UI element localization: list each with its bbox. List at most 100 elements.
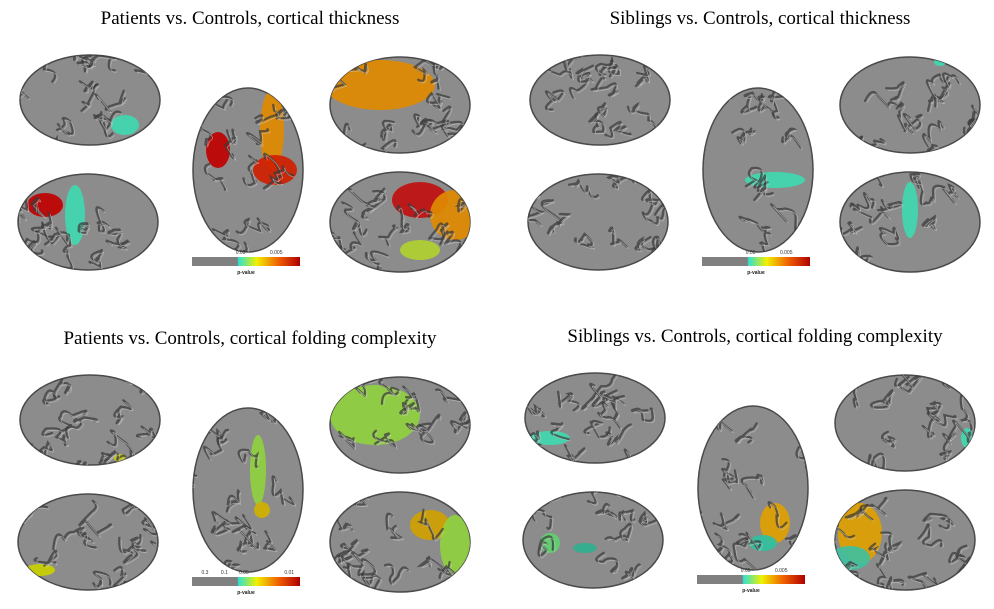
gyrus-highlight — [597, 554, 620, 575]
gyrus-highlight — [44, 429, 70, 448]
sulcus — [428, 222, 449, 241]
brain — [527, 173, 669, 271]
gyrus-highlight — [770, 91, 787, 121]
sulcus — [744, 166, 769, 189]
gyrus-highlight — [98, 208, 112, 234]
gyrus-highlight — [929, 146, 946, 153]
gyrus-highlight — [18, 204, 28, 223]
gyrus-highlight — [103, 452, 129, 465]
gyrus-highlight — [152, 535, 158, 553]
gyrus-highlight — [835, 580, 846, 590]
gyrus-highlight — [245, 157, 260, 188]
brain-detail — [18, 185, 153, 270]
gyrus-highlight — [602, 393, 626, 411]
gyrus-highlight — [36, 552, 59, 568]
gyrus-highlight — [741, 218, 772, 234]
highlight-region — [330, 60, 435, 110]
sulcus — [753, 174, 774, 202]
gyrus-highlight — [723, 460, 736, 482]
gyrus-highlight — [339, 172, 360, 186]
sulcus — [235, 217, 270, 235]
highlight-region — [25, 564, 55, 576]
gyrus-highlight — [423, 271, 451, 272]
gyrus-highlight — [238, 220, 272, 236]
gyrus-highlight — [135, 261, 153, 270]
gyrus-highlight — [737, 425, 760, 445]
gyrus-highlight — [217, 562, 241, 572]
gyrus-highlight — [340, 433, 357, 451]
gyrus-highlight — [297, 88, 303, 112]
brain — [17, 493, 159, 591]
gyrus-highlight — [559, 393, 581, 413]
brain-surface — [834, 374, 976, 472]
sulcus — [132, 258, 152, 270]
gyrus-highlight — [747, 169, 770, 191]
gyrus-highlight — [610, 62, 622, 79]
gyrus-highlight — [576, 235, 596, 250]
sulcus — [18, 574, 31, 590]
gyrus-highlight — [386, 566, 411, 586]
sulcus — [708, 88, 731, 98]
sulcus — [595, 551, 619, 573]
sulcus — [836, 375, 859, 388]
brain — [329, 56, 471, 154]
gyrus-highlight — [593, 78, 619, 98]
brain — [19, 54, 161, 146]
sulcus — [596, 401, 621, 429]
gyrus-highlight — [226, 131, 238, 161]
sulcus — [335, 517, 354, 531]
colorbar: 0.05 0.005 p-value — [697, 568, 805, 594]
gyrus-highlight — [265, 532, 278, 553]
brain — [329, 376, 471, 474]
brain-detail — [330, 57, 470, 153]
gyrus-highlight — [213, 513, 232, 535]
gyrus-highlight — [416, 61, 434, 84]
sulcus — [851, 172, 883, 187]
brain — [524, 372, 666, 464]
gyrus-highlight — [18, 507, 50, 524]
sulcus — [594, 57, 617, 77]
sulcus — [588, 112, 605, 134]
sulcus — [559, 55, 586, 57]
gyrus-highlight — [414, 121, 448, 137]
sulcus — [340, 201, 368, 236]
gyrus-highlight — [421, 416, 442, 445]
colorbar-tick-label: 0.3 — [201, 570, 208, 576]
brain — [17, 173, 159, 271]
gyrus-highlight — [338, 520, 355, 533]
gyrus-highlight — [922, 187, 947, 207]
sulcus — [925, 400, 942, 415]
sulcus — [453, 465, 470, 473]
gyrus-highlight — [798, 448, 808, 470]
gyrus-highlight — [607, 426, 633, 448]
gyrus-highlight — [240, 451, 260, 470]
gyrus-highlight — [589, 492, 606, 506]
gyrus-highlight — [58, 119, 75, 137]
sulcus — [850, 192, 875, 211]
sulcus — [604, 522, 632, 542]
gyrus-highlight — [944, 186, 960, 206]
brain — [192, 87, 304, 253]
colorbar-tick-label: 0.01 — [284, 570, 294, 576]
gyrus-highlight — [110, 231, 130, 247]
sulcus — [806, 120, 813, 139]
sulcus — [458, 411, 470, 430]
gyrus-highlight — [343, 203, 369, 237]
gyrus-highlight — [205, 431, 231, 461]
gyrus-highlight — [928, 403, 943, 417]
sulcus — [95, 206, 110, 233]
gyrus-highlight — [883, 433, 897, 449]
gyrus-highlight — [641, 513, 658, 528]
gyrus-highlight — [18, 577, 32, 590]
sulcus — [599, 390, 625, 410]
gyrus-highlight — [96, 113, 123, 125]
sulcus — [40, 221, 69, 245]
sulcus — [378, 224, 399, 246]
colorbar-label: p-value — [237, 590, 255, 596]
gyrus-highlight — [363, 192, 387, 221]
sulcus — [841, 172, 858, 186]
sulcus — [372, 429, 397, 449]
sulcus — [416, 508, 444, 541]
gyrus-highlight — [607, 525, 633, 543]
brain-detail — [840, 172, 978, 272]
